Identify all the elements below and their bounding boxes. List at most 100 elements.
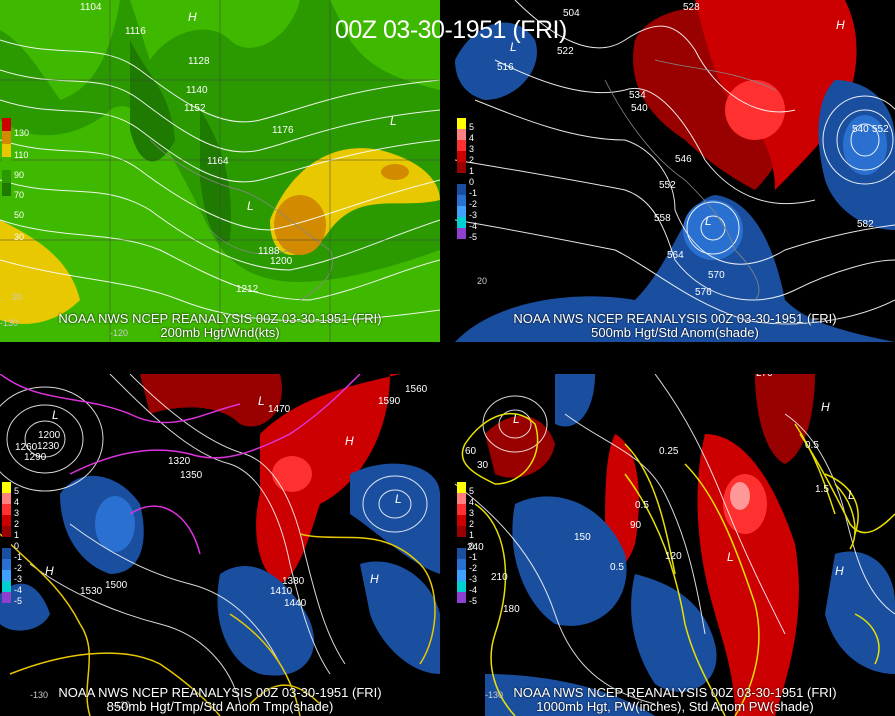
legend-swatch: [2, 570, 11, 581]
map-850mb: [0, 374, 440, 716]
legend-swatch: [457, 570, 466, 581]
legend-label: 90: [14, 170, 25, 180]
legend-850mb: 5 4 3 2 1 0 -1 -2 -3 -4 -5: [2, 482, 22, 606]
legend-swatch: [457, 559, 466, 570]
legend-label: -3: [14, 574, 23, 584]
low-marker: L: [705, 214, 712, 228]
panel-subtitle: 1000mb Hgt, PW(inches), Std Anom PW(shad…: [536, 699, 814, 714]
contour-label: 570: [708, 270, 725, 281]
legend-swatch: [2, 183, 11, 196]
contour-label: 1290: [24, 452, 47, 463]
map-200mb: [0, 0, 440, 342]
contour-label: 534: [629, 90, 646, 101]
legend-swatch: [457, 537, 466, 548]
legend-swatch: [2, 144, 11, 157]
legend-label: -1: [469, 552, 478, 562]
legend-swatch: [457, 592, 466, 603]
legend-swatch: [457, 526, 466, 537]
legend-swatch: [457, 482, 466, 493]
high-marker: H: [45, 564, 54, 578]
contour-label: 528: [683, 2, 700, 13]
legend-label: -4: [469, 585, 478, 595]
contour-label: 1350: [180, 470, 203, 481]
lon-tick: -120: [112, 700, 131, 710]
contour-label: 504: [563, 8, 580, 19]
legend-swatch: [457, 206, 466, 217]
panel-subtitle: 500mb Hgt/Std Anom(shade): [591, 325, 759, 340]
contour-label: 0.5: [805, 440, 819, 451]
legend-swatch: [457, 493, 466, 504]
legend-swatch: [457, 151, 466, 162]
legend-swatch: [2, 515, 11, 526]
legend-label: -2: [469, 563, 478, 573]
map-1000mb: [455, 374, 895, 716]
legend-label: 2: [469, 155, 475, 165]
low-marker: L: [727, 550, 734, 564]
contour-label: 240: [467, 542, 484, 553]
contour-label: 540: [631, 103, 648, 114]
contour-label: 1116: [125, 26, 146, 37]
legend-label: -4: [14, 585, 23, 595]
legend-label: -3: [469, 574, 478, 584]
contour-label: 1200: [270, 256, 293, 267]
contour-label: 270: [756, 374, 773, 379]
contour-label: 1164: [207, 156, 229, 167]
contour-label: 1230: [37, 441, 60, 452]
legend-swatch: [457, 581, 466, 592]
contour-label: 1410: [270, 586, 293, 597]
low-marker: L: [395, 492, 402, 506]
low-marker: L: [513, 412, 520, 426]
high-marker: H: [370, 572, 379, 586]
contour-label: 1212: [236, 284, 259, 295]
contour-label: 522: [557, 46, 574, 57]
panel-source: NOAA NWS NCEP REANALYSIS 00Z 03-30-1951 …: [513, 311, 837, 326]
contour-label: 1590: [378, 396, 401, 407]
legend-1000mb: 5 4 3 2 1 0 -1 -2 -3 -4 -5: [457, 482, 477, 606]
contour-label: 1320: [168, 456, 191, 467]
legend-label: 5: [469, 486, 475, 496]
legend-swatch: [457, 195, 466, 206]
legend-swatch: [457, 504, 466, 515]
legend-label: 30: [14, 232, 25, 242]
page-title: 00Z 03-30-1951 (FRI): [335, 16, 567, 44]
legend-swatch: [457, 548, 466, 559]
legend-label: 5: [469, 122, 475, 132]
legend-label: 1: [469, 166, 475, 176]
legend-500mb: 5 4 3 2 1 0 -1 -2 -3 -4 -5: [457, 118, 477, 242]
contour-label: 564: [667, 250, 684, 261]
legend-label: -5: [469, 232, 478, 242]
legend-swatch: [2, 482, 11, 493]
legend-label: 0: [469, 541, 475, 551]
panel-200mb: 130 110 90 70 50 30 1104 1116 1128 1140 …: [0, 0, 440, 342]
contour-label: 1500: [105, 580, 128, 591]
legend-swatch: [457, 228, 466, 239]
high-marker: H: [821, 400, 830, 414]
high-marker: H: [188, 10, 197, 24]
contour-label: 210: [491, 572, 508, 583]
panel-subtitle: 200mb Hgt/Wnd(kts): [160, 325, 280, 340]
high-marker: H: [836, 18, 845, 32]
contour-label: 582: [857, 219, 874, 230]
legend-swatch: [457, 129, 466, 140]
contour-label: 60: [465, 446, 477, 457]
legend-200mb: 130 110 90 70 50 30: [2, 118, 29, 242]
legend-swatch: [2, 131, 11, 144]
legend-label: 70: [14, 190, 25, 200]
panel-850mb: 5 4 3 2 1 0 -1 -2 -3 -4 -5 1200 1230 126…: [0, 374, 440, 716]
lon-tick: -130: [485, 690, 504, 700]
legend-label: 3: [469, 144, 475, 154]
legend-label: -5: [469, 596, 478, 606]
legend-label: 5: [14, 486, 20, 496]
panel-500mb: 5 4 3 2 1 0 -1 -2 -3 -4 -5 504 516 522 5…: [455, 0, 895, 342]
contour-label: 30: [477, 460, 489, 471]
high-marker: H: [345, 434, 354, 448]
panel-1000mb: 5 4 3 2 1 0 -1 -2 -3 -4 -5 30 60 90 120 …: [455, 374, 895, 716]
lon-tick: -130: [0, 318, 19, 328]
legend-swatch: [2, 118, 11, 131]
legend-label: 2: [14, 519, 20, 529]
legend-label: 4: [14, 497, 20, 507]
lon-tick: -130: [30, 690, 49, 700]
legend-label: 0: [469, 177, 475, 187]
legend-label: -5: [14, 596, 23, 606]
low-marker: L: [390, 114, 397, 128]
